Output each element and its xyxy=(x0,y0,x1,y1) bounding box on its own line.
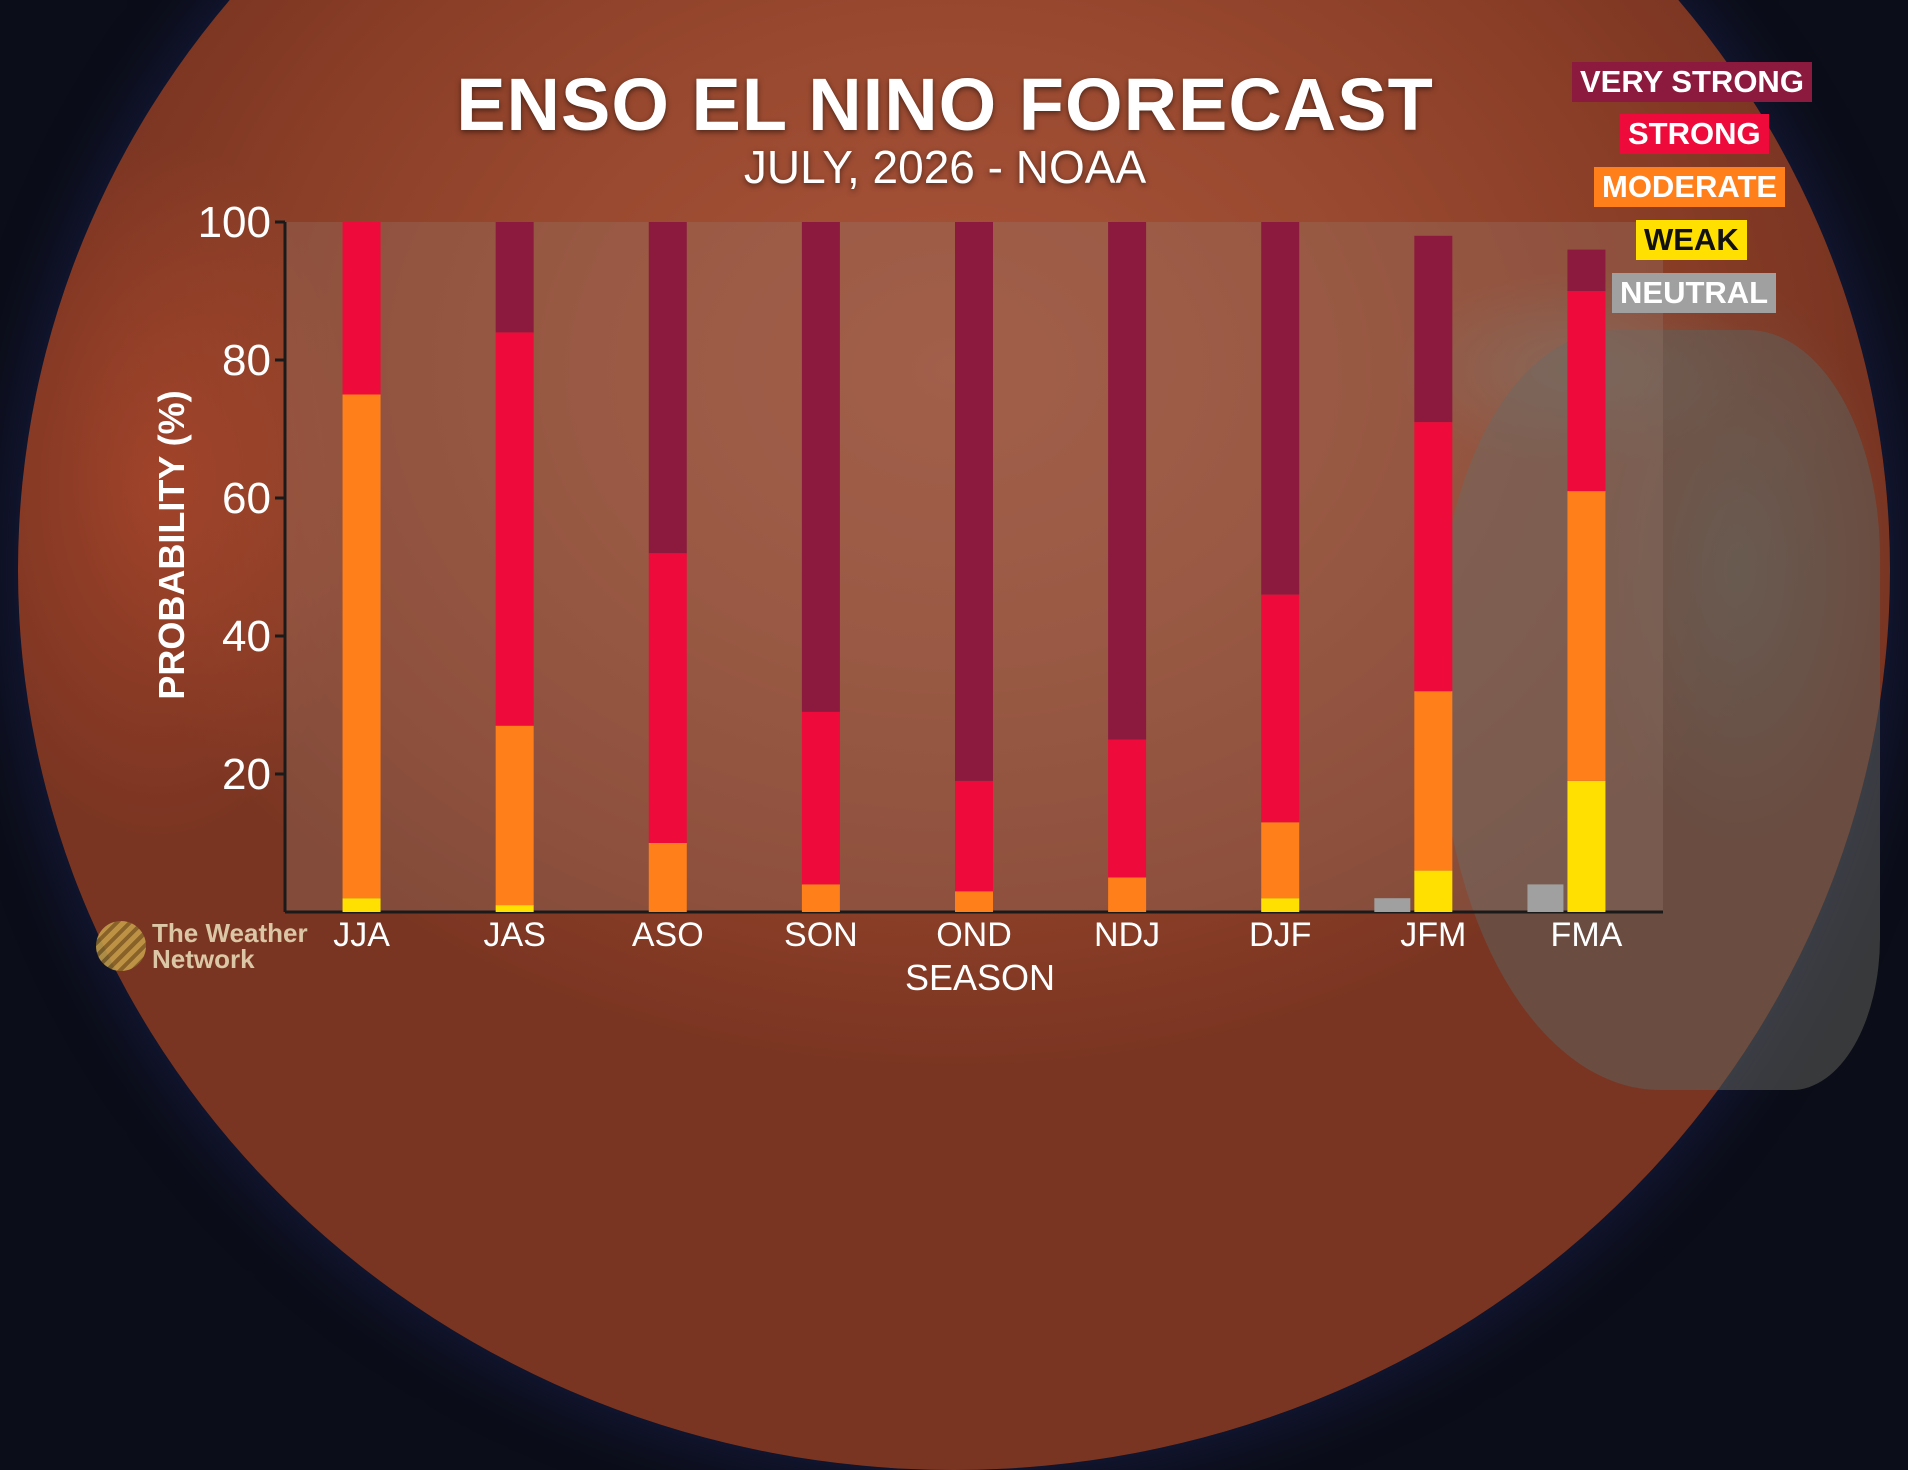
x-tick-label: JAS xyxy=(483,916,545,954)
y-tick-label: 60 xyxy=(222,474,271,523)
bar-segment xyxy=(342,898,381,912)
bar-segment xyxy=(1567,291,1606,492)
bar-segment xyxy=(1261,594,1300,823)
y-tick-label: 80 xyxy=(222,336,271,385)
bar-segment xyxy=(1414,870,1453,912)
logo-line-1: The Weather xyxy=(152,918,308,948)
bar-segment xyxy=(1261,822,1300,899)
bar-segment xyxy=(1567,780,1606,912)
x-tick-label: DJF xyxy=(1249,916,1311,954)
x-tick-label: ASO xyxy=(632,916,704,954)
bar-segment xyxy=(1414,235,1453,423)
bar-segment xyxy=(495,332,534,726)
x-tick-label: NDJ xyxy=(1094,916,1160,954)
x-tick-label: FMA xyxy=(1551,916,1623,954)
bar-segment xyxy=(955,780,993,892)
logo-line-2: Network xyxy=(152,944,255,974)
bar-segment xyxy=(1108,739,1147,878)
legend-strong: STRONG xyxy=(1620,114,1769,154)
legend-weak: WEAK xyxy=(1636,220,1747,260)
bar-segment xyxy=(1374,898,1411,912)
bar-segment xyxy=(1108,877,1147,912)
bar-segment xyxy=(801,222,840,712)
chart-title: ENSO EL NINO FORECAST xyxy=(456,63,1434,146)
bar-segment xyxy=(1261,222,1300,595)
x-tick-label: JJA xyxy=(333,916,390,954)
x-tick-label: SON xyxy=(784,916,858,954)
bar-segment xyxy=(801,711,840,885)
land-mass xyxy=(1440,330,1880,1090)
bar-segment xyxy=(342,222,381,395)
bar-segment xyxy=(1567,491,1606,781)
logo-globe-icon xyxy=(96,921,146,971)
bar-segment xyxy=(1567,249,1606,291)
y-tick-label: 100 xyxy=(198,198,271,247)
bar-segment xyxy=(1108,222,1147,740)
bar-segment xyxy=(495,725,534,906)
bar-segment xyxy=(495,905,534,912)
chart-subtitle: JULY, 2026 - NOAA xyxy=(743,141,1147,193)
bar-segment xyxy=(648,553,687,843)
bar-segment xyxy=(648,222,687,554)
bar-segment xyxy=(1414,422,1453,692)
legend-very-strong: VERY STRONG xyxy=(1572,62,1812,102)
legend-neutral: NEUTRAL xyxy=(1612,273,1777,313)
y-tick-label: 20 xyxy=(222,750,271,799)
bar-segment xyxy=(495,222,534,333)
bar-segment xyxy=(1414,691,1453,871)
x-tick-label: OND xyxy=(936,916,1012,954)
bar-segment xyxy=(1261,898,1300,912)
x-axis-label: SEASON xyxy=(905,957,1055,998)
bar-chart: 20 40 60 80 100 PROBABILITY (%) SEASON JJA JAS AS… xyxy=(151,198,1663,998)
bar-segment xyxy=(801,884,840,912)
y-tick-label: 40 xyxy=(222,612,271,661)
bar-segment xyxy=(955,222,993,781)
bar-segment xyxy=(648,843,687,912)
bar-segment xyxy=(955,891,993,912)
y-axis-label: PROBABILITY (%) xyxy=(151,390,192,699)
x-tick-label: JFM xyxy=(1400,916,1466,954)
bar-segment xyxy=(1527,884,1564,912)
weather-network-logo: The Weather Network xyxy=(96,920,308,972)
bar-segment xyxy=(342,394,381,899)
legend-moderate: MODERATE xyxy=(1594,167,1786,207)
